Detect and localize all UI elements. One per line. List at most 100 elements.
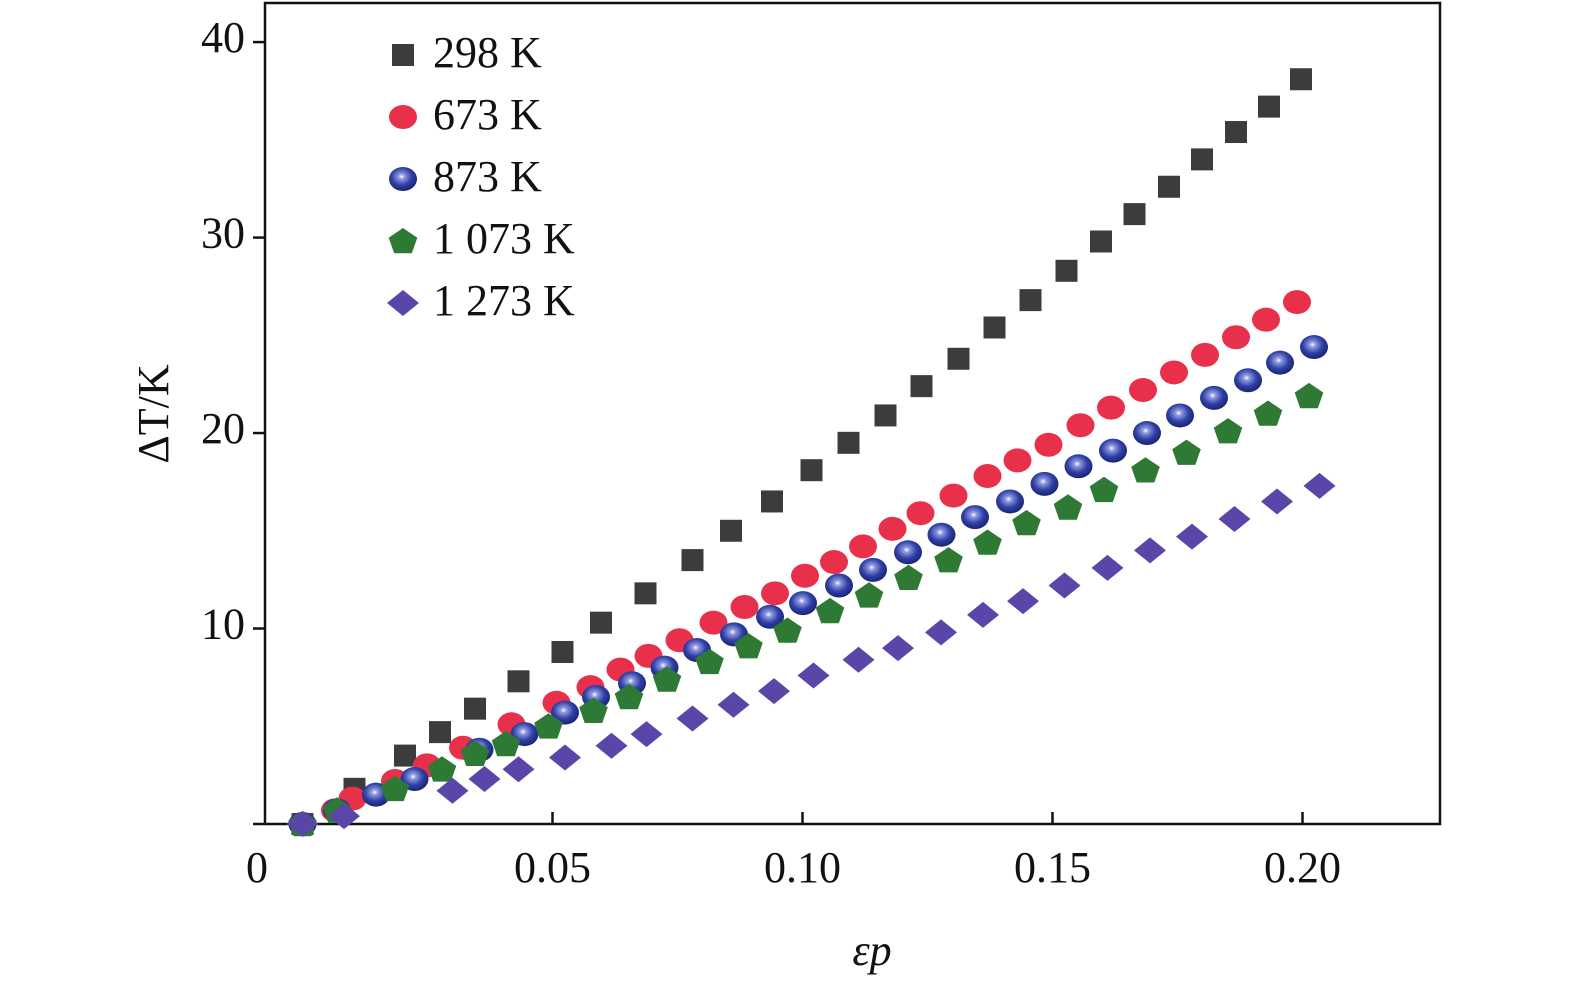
- marker: [1176, 523, 1208, 550]
- marker: [1099, 438, 1127, 463]
- marker: [502, 756, 535, 783]
- marker: [1160, 360, 1188, 385]
- marker: [1218, 506, 1251, 533]
- marker: [429, 721, 451, 744]
- marker: [973, 464, 1002, 489]
- marker: [925, 619, 957, 646]
- marker: [328, 803, 360, 830]
- marker: [758, 678, 790, 705]
- marker: [1097, 395, 1125, 420]
- marker: [1191, 148, 1213, 171]
- legend-marker: [388, 228, 418, 254]
- marker: [717, 691, 750, 718]
- marker: [699, 610, 728, 635]
- marker: [1053, 494, 1083, 520]
- marker: [730, 595, 759, 620]
- marker: [761, 490, 783, 513]
- marker: [961, 505, 989, 530]
- marker: [1091, 554, 1124, 581]
- marker: [1213, 418, 1243, 444]
- plot-frame: [263, 1, 1442, 826]
- marker: [676, 705, 709, 732]
- marker: [1048, 572, 1081, 599]
- marker: [1090, 230, 1112, 253]
- marker: [1166, 403, 1194, 428]
- marker: [579, 697, 608, 723]
- marker: [464, 697, 486, 720]
- legend-label: 1 073 K: [433, 214, 575, 263]
- marker: [436, 777, 469, 804]
- marker: [1222, 325, 1250, 350]
- marker: [1253, 400, 1283, 426]
- marker: [854, 582, 884, 608]
- marker: [996, 489, 1024, 514]
- marker: [842, 646, 875, 673]
- marker: [756, 604, 784, 629]
- marker: [1283, 290, 1311, 315]
- marker: [820, 550, 848, 575]
- marker: [1252, 307, 1280, 332]
- y-tick-label: 30: [201, 209, 245, 258]
- legend-label: 873 K: [433, 152, 542, 201]
- marker: [551, 700, 579, 725]
- x-tick-label: 0.20: [1264, 843, 1341, 892]
- marker: [681, 549, 704, 572]
- marker: [595, 732, 628, 759]
- marker: [1172, 439, 1201, 465]
- marker: [849, 534, 877, 559]
- series: [288, 290, 1311, 836]
- marker: [910, 375, 933, 398]
- marker: [1019, 289, 1042, 312]
- legend-label: 673 K: [433, 90, 542, 139]
- marker: [791, 563, 819, 588]
- y-tick-label: 40: [201, 13, 245, 62]
- marker: [1030, 471, 1059, 496]
- marker: [1294, 382, 1324, 409]
- y-tick-label: 0: [246, 843, 268, 892]
- marker: [1225, 121, 1247, 144]
- legend-marker: [389, 105, 417, 129]
- marker: [1191, 342, 1219, 367]
- marker: [837, 431, 860, 454]
- marker: [789, 591, 817, 616]
- marker: [720, 519, 742, 542]
- marker: [882, 635, 914, 662]
- marker: [590, 611, 612, 634]
- marker: [927, 522, 956, 547]
- marker: [1089, 476, 1119, 503]
- marker: [1200, 385, 1228, 410]
- y-tick-label: 10: [201, 600, 245, 649]
- marker: [549, 744, 581, 771]
- marker: [894, 540, 922, 565]
- marker: [859, 557, 887, 582]
- x-tick-label: 0.15: [1014, 843, 1091, 892]
- marker: [1258, 95, 1280, 118]
- marker: [630, 721, 663, 748]
- marker: [394, 744, 416, 767]
- marker: [1158, 175, 1180, 198]
- y-axis-label: ΔT/K: [129, 364, 178, 463]
- marker: [983, 316, 1006, 339]
- marker: [468, 766, 501, 793]
- x-tick-label: 0.05: [514, 843, 591, 892]
- marker: [1303, 472, 1336, 499]
- marker: [695, 648, 724, 675]
- legend-marker: [389, 167, 417, 191]
- marker: [286, 811, 319, 837]
- marker: [825, 573, 853, 598]
- marker: [973, 529, 1002, 555]
- marker: [1064, 454, 1093, 479]
- marker: [652, 666, 682, 692]
- marker: [761, 581, 789, 606]
- marker: [1066, 413, 1095, 438]
- marker: [380, 775, 410, 802]
- marker: [894, 564, 923, 590]
- series: [288, 382, 1324, 837]
- marker: [1133, 421, 1161, 446]
- marker: [1131, 457, 1160, 483]
- legend-marker: [387, 290, 419, 316]
- legend-label: 1 273 K: [433, 276, 575, 325]
- marker: [427, 756, 457, 782]
- marker: [906, 501, 935, 526]
